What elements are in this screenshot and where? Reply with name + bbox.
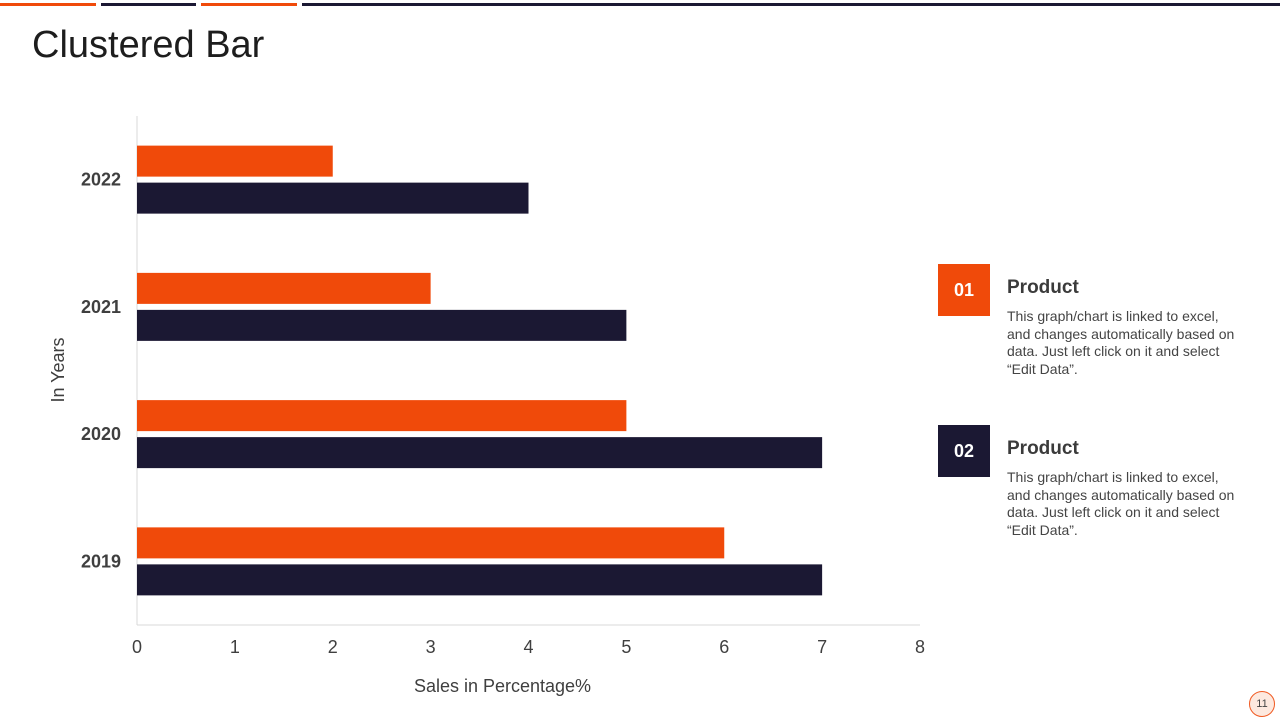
x-tick-label: 5 <box>621 637 631 657</box>
x-tick-label: 8 <box>915 637 925 657</box>
bar-2022-series-1[interactable] <box>137 145 333 177</box>
legend-description-02: This graph/chart is linked to excel, and… <box>1007 469 1235 538</box>
x-tick-label: 2 <box>328 637 338 657</box>
x-tick-label: 4 <box>523 637 533 657</box>
x-tick-label: 3 <box>426 637 436 657</box>
top-accent-bar-3 <box>201 3 297 6</box>
x-tick-label: 7 <box>817 637 827 657</box>
x-tick-label: 6 <box>719 637 729 657</box>
y-tick-label: 2022 <box>81 170 121 190</box>
bar-2019-series-2[interactable] <box>137 564 823 596</box>
legend-item-01: 01 Product This graph/chart is linked to… <box>938 264 1238 384</box>
legend-badge-02: 02 <box>938 425 990 477</box>
top-accent-bar-4 <box>302 3 1280 6</box>
page-number-badge: 11 <box>1249 691 1275 717</box>
bar-2021-series-1[interactable] <box>137 272 431 304</box>
legend-description-01: This graph/chart is linked to excel, and… <box>1007 308 1235 377</box>
legend-heading-02: Product <box>1007 438 1079 459</box>
bar-2020-series-2[interactable] <box>137 437 823 469</box>
bar-2019-series-1[interactable] <box>137 527 725 559</box>
top-accent-bar-1 <box>0 3 96 6</box>
legend-heading-01: Product <box>1007 277 1079 298</box>
x-tick-label: 1 <box>230 637 240 657</box>
bar-2022-series-2[interactable] <box>137 182 529 214</box>
x-axis-title: Sales in Percentage% <box>414 676 591 696</box>
y-tick-label: 2020 <box>81 424 121 444</box>
x-tick-label: 0 <box>132 637 142 657</box>
legend-item-02: 02 Product This graph/chart is linked to… <box>938 425 1238 545</box>
bar-2021-series-2[interactable] <box>137 309 627 341</box>
y-tick-label: 2021 <box>81 297 121 317</box>
y-axis-title: In Years <box>48 337 68 402</box>
bar-2020-series-1[interactable] <box>137 400 627 432</box>
top-accent-bar-2 <box>101 3 196 6</box>
slide-title: Clustered Bar <box>32 24 265 66</box>
legend-badge-01: 01 <box>938 264 990 316</box>
y-tick-label: 2019 <box>81 551 121 571</box>
